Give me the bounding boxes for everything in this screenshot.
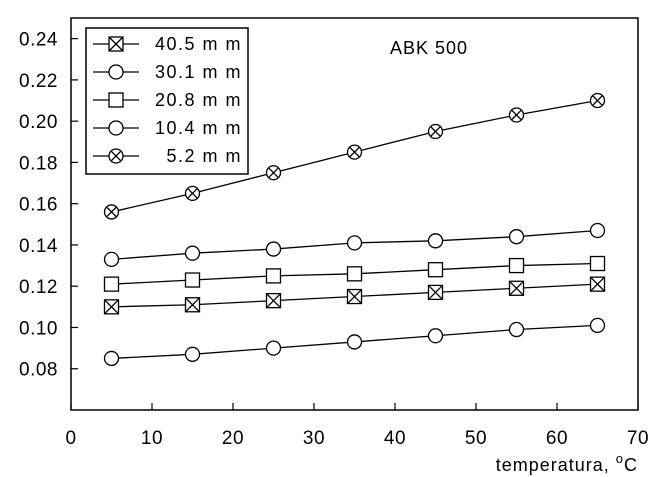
marker-cross — [187, 187, 198, 199]
data-point — [103, 251, 120, 268]
y-tick-label: 0.10 — [19, 318, 58, 339]
y-tick-label: 0.14 — [19, 236, 58, 257]
data-point — [589, 222, 606, 239]
legend-entry: 5.2 m m — [93, 146, 242, 166]
legend-entry: 40.5 m m — [93, 34, 242, 54]
data-point — [184, 272, 201, 288]
y-tick-label: 0.22 — [19, 71, 58, 92]
data-point — [265, 241, 282, 257]
legend-label: 20.8 m m — [155, 90, 242, 110]
series-1 — [103, 222, 606, 268]
y-tick-label: 0.18 — [19, 153, 58, 174]
x-axis: 0 10 20 30 40 50 60 70 — [65, 403, 649, 449]
series-3 — [103, 317, 606, 367]
x-tick-label: 30 — [303, 428, 325, 449]
legend-entry: 10.4 m m — [93, 118, 242, 138]
x-tick-label: 10 — [141, 428, 163, 449]
marker-cross — [349, 146, 360, 158]
x-tick-label: 70 — [627, 428, 649, 449]
legend: 40.5 m m 30.1 m m 20.8 m m 10.4 m m 5.2 m m — [85, 27, 249, 175]
y-tick-label: 0.08 — [19, 360, 58, 381]
x-tick-label: 50 — [465, 428, 487, 449]
legend-entry: 30.1 m m — [93, 62, 242, 82]
series-0 — [103, 276, 606, 315]
data-point — [108, 92, 124, 108]
data-point — [108, 64, 124, 80]
marker-cross — [106, 206, 117, 218]
marker-cross — [428, 284, 443, 300]
data-point — [427, 233, 444, 249]
marker-cross — [268, 167, 279, 179]
x-axis-title: temperatura, oC — [496, 451, 638, 475]
marker-cross — [266, 293, 281, 309]
y-axis: 0.08 0.10 0.12 0.14 0.16 0.18 0.20 0.22 0.24 — [19, 30, 78, 381]
series-2 — [103, 255, 606, 292]
data-point — [346, 235, 363, 251]
y-tick-label: 0.24 — [19, 30, 58, 51]
data-point — [346, 266, 363, 282]
data-point — [589, 317, 606, 334]
series-layer — [103, 92, 606, 367]
marker-cross — [430, 125, 441, 137]
data-point — [427, 328, 444, 344]
y-tick-label: 0.12 — [19, 277, 58, 298]
data-point — [103, 350, 120, 367]
marker-cross — [108, 36, 124, 52]
x-tick-label: 20 — [222, 428, 244, 449]
data-point — [508, 229, 525, 245]
data-point — [589, 255, 606, 272]
x-tick-label: 0 — [65, 428, 76, 449]
marker-cross — [511, 109, 522, 121]
data-point — [427, 262, 444, 278]
x-tick-label: 60 — [546, 428, 568, 449]
data-point — [265, 268, 282, 284]
marker-cross — [110, 150, 122, 162]
legend-label: 10.4 m m — [155, 118, 242, 138]
data-point — [103, 276, 120, 292]
data-point — [184, 346, 201, 362]
y-tick-label: 0.20 — [19, 112, 58, 133]
data-point — [184, 245, 201, 261]
marker-cross — [104, 299, 119, 315]
data-point — [508, 321, 525, 338]
marker-cross — [590, 276, 605, 292]
data-point — [508, 257, 525, 274]
y-tick-label: 0.16 — [19, 195, 58, 216]
legend-label: 5.2 m m — [166, 146, 242, 166]
series-4 — [103, 92, 606, 220]
marker-cross — [185, 297, 200, 313]
legend-label: 40.5 m m — [155, 34, 242, 54]
legend-label: 30.1 m m — [155, 62, 242, 82]
marker-cross — [347, 289, 362, 304]
marker-cross — [509, 280, 524, 296]
legend-entry: 20.8 m m — [93, 90, 242, 110]
data-point — [265, 340, 282, 356]
x-tick-label: 40 — [384, 428, 406, 449]
chart-annotation: ABK 500 — [390, 38, 468, 58]
data-point — [108, 120, 124, 136]
data-point — [346, 334, 363, 350]
marker-cross — [592, 95, 603, 107]
